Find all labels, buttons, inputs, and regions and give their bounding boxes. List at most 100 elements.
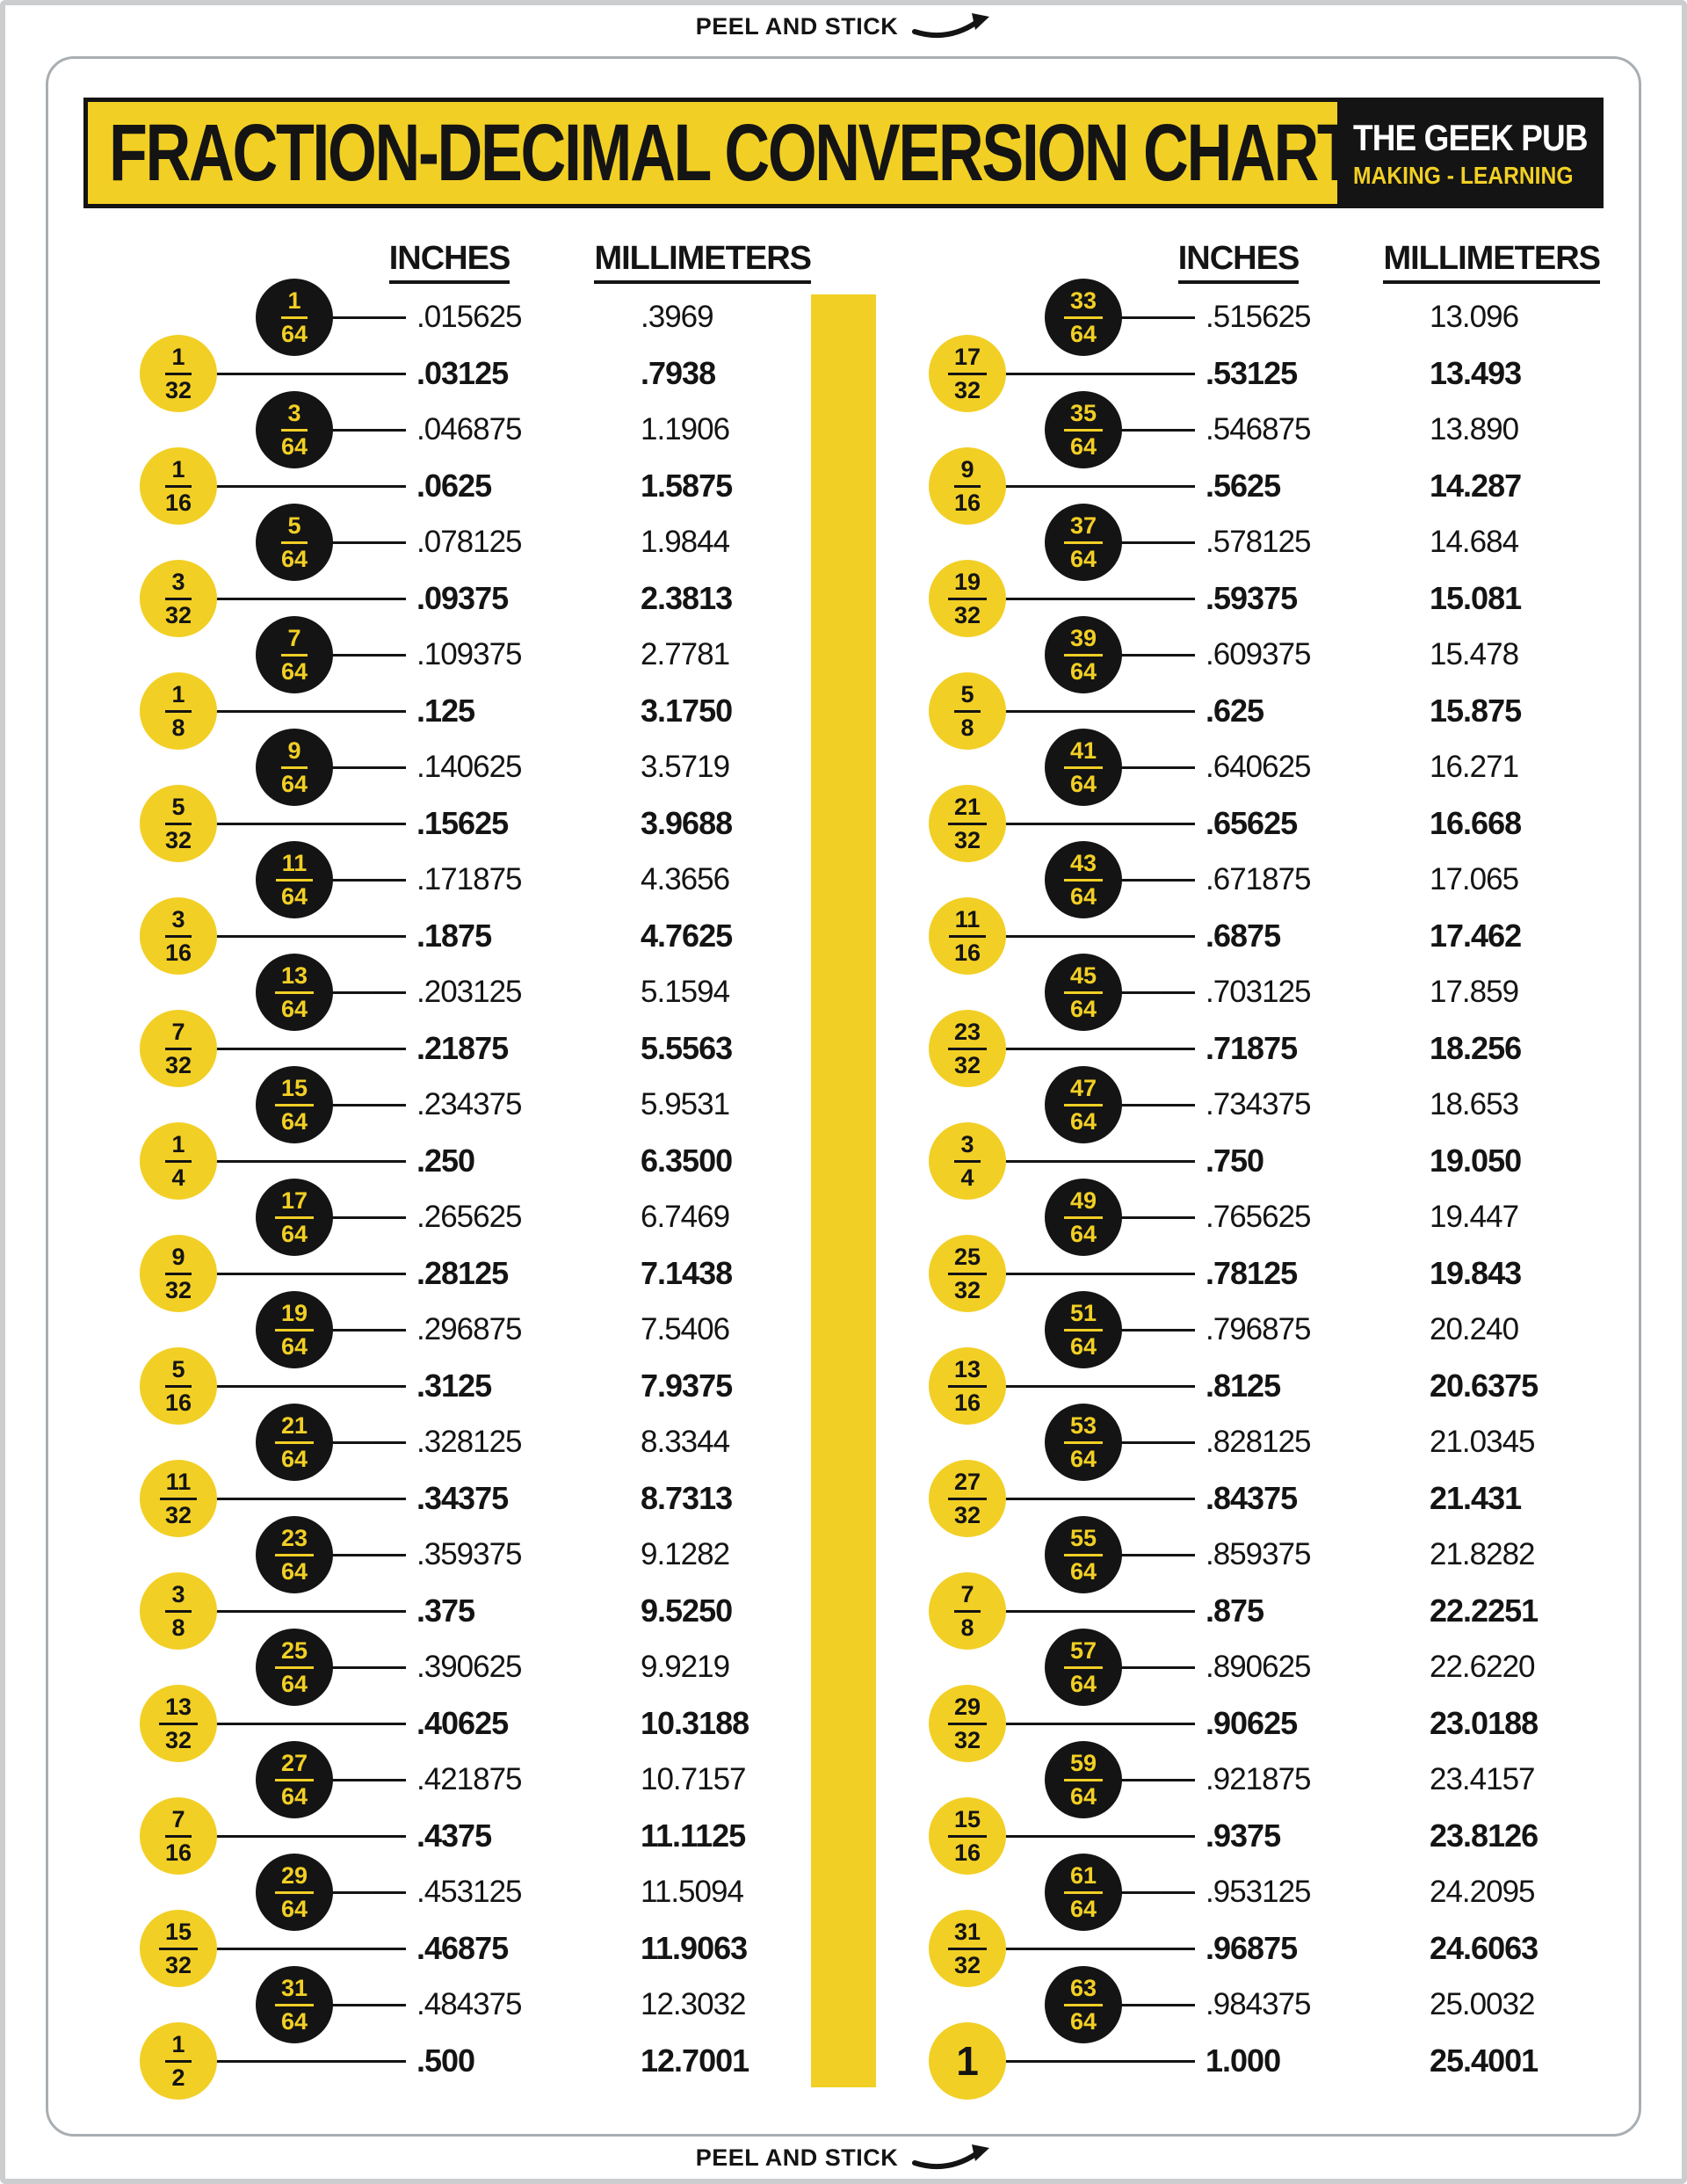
fraction-badge: 47 64 [1045, 1066, 1122, 1143]
conversion-row: 5 64 .078125 1.9844 [87, 504, 811, 581]
connector-line [964, 1159, 1195, 1163]
fraction-badge: 5 32 [140, 785, 217, 862]
numerator: 27 [947, 1469, 988, 1500]
denominator: 64 [1069, 1107, 1097, 1135]
fraction-badge: 59 64 [1045, 1741, 1122, 1818]
connector-line [289, 428, 406, 432]
inches-value: .578125 [1206, 525, 1312, 559]
inches-value: .640625 [1206, 750, 1312, 784]
connector-line [289, 1890, 406, 1894]
badge-zone: 55 64 [876, 1516, 1206, 1593]
connector-line [289, 541, 406, 544]
conversion-row: 29 64 .453125 11.5094 [87, 1854, 811, 1931]
fraction-badge: 25 32 [929, 1235, 1006, 1312]
numerator: 29 [947, 1694, 988, 1725]
fraction-badge: 23 32 [929, 1010, 1006, 1087]
badge-zone: 49 64 [876, 1179, 1206, 1256]
fraction: 7 16 [165, 1807, 192, 1865]
badge-zone: 11 32 [87, 1460, 416, 1537]
fraction-badge: 13 16 [929, 1347, 1006, 1425]
conversion-row: 41 64 .640625 16.271 [876, 729, 1600, 806]
fraction: 25 64 [274, 1638, 315, 1696]
conversion-row: 1 64 .015625 .3969 [87, 279, 811, 356]
conversion-row: 17 64 .265625 6.7469 [87, 1179, 811, 1256]
numerator: 31 [947, 1919, 988, 1950]
numerator: 1 [165, 682, 192, 713]
numerator: 7 [281, 626, 308, 657]
conversion-row: 29 32 .90625 23.0188 [876, 1685, 1600, 1762]
fraction-badge: 43 64 [1045, 841, 1122, 918]
fraction-badge: 1 16 [140, 447, 217, 525]
fraction-badge: 11 32 [140, 1460, 217, 1537]
mm-value: 4.3656 [641, 862, 730, 896]
denominator: 32 [953, 826, 981, 853]
inches-value: .671875 [1206, 862, 1312, 896]
mm-value: 8.7313 [641, 1480, 733, 1516]
numerator: 43 [1063, 851, 1104, 882]
denominator: 64 [1069, 1220, 1097, 1247]
denominator: 32 [953, 1726, 981, 1753]
badge-zone: 5 32 [87, 785, 416, 862]
mm-value: 15.478 [1430, 637, 1519, 671]
denominator: 2 [171, 2064, 185, 2091]
inches-value: .40625 [416, 1705, 509, 1741]
inches-value: .953125 [1206, 1875, 1312, 1909]
conversion-row: 59 64 .921875 23.4157 [876, 1741, 1600, 1818]
inches-value: .703125 [1206, 975, 1312, 1009]
numerator: 37 [1063, 513, 1104, 544]
conversion-row: 31 64 .484375 12.3032 [87, 1966, 811, 2043]
inches-value: .59375 [1206, 580, 1298, 616]
numerator: 15 [158, 1919, 199, 1950]
mm-value: 19.050 [1430, 1143, 1522, 1179]
connector-line [964, 709, 1195, 713]
denominator: 64 [280, 1220, 308, 1247]
numerator: 55 [1063, 1526, 1104, 1556]
title-text: FRACTION-DECIMAL CONVERSION CHART [109, 107, 1337, 198]
connector-line [964, 1722, 1195, 1725]
badge-zone: 59 64 [876, 1741, 1206, 1818]
denominator: 64 [1069, 1895, 1097, 1922]
conversion-row: 7 16 .4375 11.1125 [87, 1797, 811, 1875]
inches-value: .375 [416, 1593, 475, 1629]
fraction-badge: 7 16 [140, 1797, 217, 1875]
denominator: 8 [171, 714, 185, 741]
conversion-row: 15 32 .46875 11.9063 [87, 1910, 811, 1987]
badge-zone: 7 16 [87, 1797, 416, 1875]
conversion-row: 57 64 .890625 22.6220 [876, 1629, 1600, 1706]
connector-line [175, 1497, 406, 1500]
fraction: 9 64 [281, 738, 308, 796]
badge-zone: 43 64 [876, 841, 1206, 918]
numerator: 13 [158, 1694, 199, 1725]
fraction-badge: 17 32 [929, 335, 1006, 412]
numerator: 23 [274, 1526, 315, 1556]
inches-value: .859375 [1206, 1537, 1312, 1571]
numerator: 7 [165, 1019, 192, 1050]
conversion-row: 17 32 .53125 13.493 [876, 335, 1600, 412]
fraction-badge: 3 32 [140, 560, 217, 637]
badge-zone: 29 64 [87, 1854, 416, 1931]
peel-text-top: PEEL AND STICK [695, 12, 899, 40]
fraction-badge: 27 64 [256, 1741, 333, 1818]
connector-line [289, 765, 406, 769]
connector-line [1078, 2003, 1195, 2006]
fraction: 11 64 [275, 851, 314, 909]
fraction-badge: 3 64 [256, 391, 333, 468]
numerator: 47 [1063, 1076, 1104, 1107]
brand-box: THE GEEK PUB MAKING - LEARNING [1337, 102, 1599, 204]
fraction: 53 64 [1063, 1413, 1104, 1471]
mm-value: 2.3813 [641, 580, 733, 616]
inches-value: .8125 [1206, 1368, 1281, 1404]
connector-line [1078, 1440, 1195, 1444]
mm-value: 20.6375 [1430, 1368, 1539, 1404]
badge-zone: 13 32 [87, 1685, 416, 1762]
inches-value: .078125 [416, 525, 523, 559]
badge-zone: 29 32 [876, 1685, 1206, 1762]
fraction: 1 32 [165, 345, 192, 403]
inches-value: .265625 [416, 1200, 523, 1234]
inches-value: .421875 [416, 1762, 523, 1796]
column-right-headers: INCHES MILLIMETERS [876, 240, 1601, 289]
fraction: 43 64 [1063, 851, 1104, 909]
numerator: 13 [274, 963, 315, 994]
